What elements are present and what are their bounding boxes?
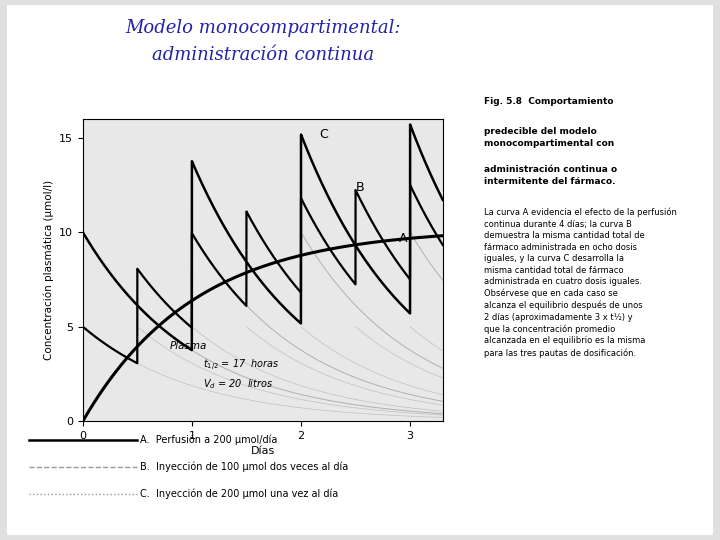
X-axis label: Días: Días bbox=[251, 447, 275, 456]
Text: Fig. 5.8  Comportamiento: Fig. 5.8 Comportamiento bbox=[484, 97, 613, 106]
Text: Modelo monocompartimental:: Modelo monocompartimental: bbox=[125, 19, 400, 37]
Text: $V_d$ = 20  litros: $V_d$ = 20 litros bbox=[203, 377, 273, 391]
Text: administración continua o
intermitente del fármaco.: administración continua o intermitente d… bbox=[484, 165, 617, 186]
Text: $t_{1/2}$ = 17  horas: $t_{1/2}$ = 17 horas bbox=[203, 358, 279, 373]
Text: C.  Inyección de 200 µmol una vez al día: C. Inyección de 200 µmol una vez al día bbox=[140, 489, 338, 500]
Text: predecible del modelo
monocompartimental con: predecible del modelo monocompartimental… bbox=[484, 127, 614, 148]
Text: B.  Inyección de 100 µmol dos veces al día: B. Inyección de 100 µmol dos veces al dí… bbox=[140, 462, 348, 472]
Text: A: A bbox=[399, 232, 408, 245]
Text: Plasma: Plasma bbox=[170, 341, 207, 352]
Text: A.  Perfusión a 200 µmol/día: A. Perfusión a 200 µmol/día bbox=[140, 435, 278, 446]
Text: La curva A evidencia el efecto de la perfusión
continua durante 4 días; la curva: La curva A evidencia el efecto de la per… bbox=[484, 208, 677, 357]
Text: C: C bbox=[320, 127, 328, 141]
Text: B: B bbox=[356, 180, 364, 194]
Y-axis label: Concentración plasmática (µmol/l): Concentración plasmática (µmol/l) bbox=[43, 180, 53, 360]
Text: administración continua: administración continua bbox=[152, 46, 374, 64]
